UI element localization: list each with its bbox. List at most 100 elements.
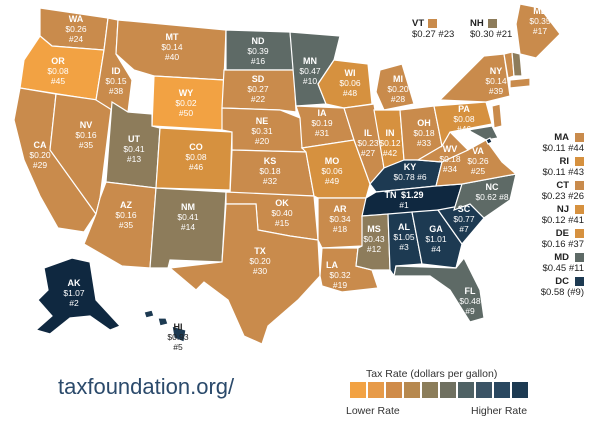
svg-text:AZ$0.16#35: AZ $0.16 #35 bbox=[115, 200, 137, 230]
callout-ct-text: $0.23 #26 bbox=[541, 191, 584, 202]
svg-text:TN $1.29#1: TN $1.29 #1 bbox=[385, 185, 424, 210]
label-wa: WA $0.26 #24 bbox=[65, 14, 87, 44]
state-wv bbox=[416, 131, 470, 163]
state-ar bbox=[317, 197, 367, 249]
svg-text:OH$0.18#33: OH $0.18 #33 bbox=[413, 118, 435, 148]
label-wi: WI $0.06 #48 bbox=[339, 68, 361, 98]
source-link[interactable]: taxfoundation.org/ bbox=[58, 374, 235, 399]
legend-swatch bbox=[386, 382, 402, 398]
svg-text:VA$0.26#25: VA $0.26 #25 bbox=[467, 146, 489, 176]
svg-text:PA$0.08#46: PA $0.08 #46 bbox=[453, 104, 475, 134]
legend-swatch bbox=[368, 382, 384, 398]
label-nm: NM $0.41 #14 bbox=[177, 202, 199, 232]
label-sc: SC $0.77 #7 bbox=[453, 204, 475, 234]
svg-text:FL$0.48#9: FL $0.48 #9 bbox=[459, 286, 481, 316]
callout-ma: MA $0.11 #44 bbox=[542, 132, 584, 154]
label-oh: OH $0.18 #33 bbox=[413, 118, 435, 148]
state-md bbox=[466, 125, 499, 141]
svg-text:WI$0.06#48: WI $0.06 #48 bbox=[339, 68, 361, 98]
callout-nh-text: $0.30 #21 bbox=[470, 29, 513, 40]
label-id: ID $0.15 #38 bbox=[105, 66, 127, 96]
svg-text:ME$0.35#17: ME $0.35 #17 bbox=[529, 6, 551, 36]
label-mi: MI $0.20 #28 bbox=[387, 74, 409, 104]
svg-text:OR$0.08#45: OR $0.08 #45 bbox=[47, 56, 69, 86]
callout-vt-text: $0.27 #23 bbox=[412, 29, 455, 40]
svg-text:UT$0.41#13: UT $0.41 #13 bbox=[123, 134, 145, 164]
callout-nh-abbr: NH bbox=[470, 18, 484, 29]
svg-text:SC$0.77#7: SC $0.77 #7 bbox=[453, 204, 475, 234]
svg-text:ND$0.39#16: ND $0.39 #16 bbox=[247, 36, 269, 66]
state-fl bbox=[393, 256, 485, 323]
label-nc: NC $0.62 #8 bbox=[475, 182, 508, 202]
label-ar: AR $0.34 #18 bbox=[329, 204, 351, 234]
state-az bbox=[83, 181, 157, 269]
svg-text:IL$0.23#27: IL $0.23 #27 bbox=[357, 128, 379, 158]
state-ak bbox=[34, 257, 122, 335]
label-ne: NE $0.31 #20 bbox=[251, 116, 273, 146]
callout-md: MD $0.45 #11 bbox=[542, 252, 584, 274]
callout-vt: VT $0.27 #23 bbox=[412, 18, 454, 40]
svg-text:OK$0.40#15: OK $0.40 #15 bbox=[271, 198, 293, 228]
label-mo: MO $0.06 #49 bbox=[321, 156, 343, 186]
label-mn: MN $0.47 #10 bbox=[299, 56, 321, 86]
svg-text:KY$0.78 #6: KY $0.78 #6 bbox=[393, 162, 426, 182]
legend-swatch bbox=[512, 382, 528, 398]
svg-text:IA$0.19#31: IA $0.19 #31 bbox=[311, 108, 333, 138]
label-az: AZ $0.16 #35 bbox=[115, 200, 137, 230]
svg-text:NV$0.16#35: NV $0.16 #35 bbox=[75, 120, 97, 150]
svg-text:MN$0.47#10: MN $0.47 #10 bbox=[299, 56, 321, 86]
callout-ct-abbr: CT bbox=[556, 180, 569, 191]
label-ga: GA $1.01 #4 bbox=[425, 224, 447, 254]
svg-text:HI$0.93#5: HI $0.93 #5 bbox=[167, 322, 189, 352]
svg-text:MI$0.20#28: MI $0.20 #28 bbox=[387, 74, 409, 104]
state-ga bbox=[411, 209, 463, 269]
label-ny: NY $0.14 #39 bbox=[485, 66, 507, 96]
callout-de: DE $0.16 #37 bbox=[542, 228, 584, 250]
callout-de-text: $0.16 #37 bbox=[541, 239, 584, 250]
callout-nj-swatch bbox=[575, 204, 584, 214]
svg-text:AK$1.07#2: AK $1.07 #2 bbox=[63, 278, 85, 308]
label-va: VA $0.26 #25 bbox=[467, 146, 489, 176]
callout-ri-text: $0.11 #43 bbox=[542, 167, 584, 178]
label-ky: KY $0.78 #6 bbox=[393, 162, 426, 182]
svg-text:MS$0.43#12: MS $0.43 #12 bbox=[363, 224, 385, 254]
legend-swatch bbox=[440, 382, 456, 398]
svg-text:IN$0.12#42: IN $0.12 #42 bbox=[379, 128, 401, 158]
label-wv: WV $0.18 #34 bbox=[439, 144, 461, 174]
state-nh bbox=[511, 51, 523, 77]
label-me: ME $0.35 #17 bbox=[529, 6, 551, 36]
svg-text:SD$0.27#22: SD $0.27 #22 bbox=[247, 74, 269, 104]
callout-md-abbr: MD bbox=[554, 252, 569, 263]
svg-text:AL$1.05#3: AL $1.05 #3 bbox=[393, 222, 415, 252]
state-nj bbox=[491, 103, 503, 129]
state-ma bbox=[509, 77, 531, 89]
svg-text:WA$0.26#24: WA $0.26 #24 bbox=[65, 14, 87, 44]
callout-vt-swatch bbox=[428, 18, 438, 28]
legend-swatch bbox=[350, 382, 366, 398]
label-or: OR $0.08 #45 bbox=[47, 56, 69, 86]
callout-ri: RI $0.11 #43 bbox=[542, 156, 584, 178]
svg-text:MT$0.14#40: MT $0.14 #40 bbox=[161, 32, 183, 62]
callout-nh-swatch bbox=[487, 18, 497, 28]
state-sd bbox=[221, 69, 297, 113]
legend-low-label: Lower Rate bbox=[346, 405, 400, 417]
callout-nj-text: $0.12 #41 bbox=[541, 215, 584, 226]
callout-de-swatch bbox=[575, 228, 584, 238]
label-ca: CA $0.20 #29 bbox=[29, 140, 51, 170]
label-in: IN $0.12 #42 bbox=[379, 128, 401, 158]
callout-md-text: $0.45 #11 bbox=[542, 263, 584, 274]
callout-dc: DC $0.58 (#9) bbox=[541, 276, 584, 298]
label-nv: NV $0.16 #35 bbox=[75, 120, 97, 150]
legend-swatch bbox=[458, 382, 474, 398]
svg-text:GA$1.01#4: GA $1.01 #4 bbox=[425, 224, 447, 254]
label-nd: ND $0.39 #16 bbox=[247, 36, 269, 66]
label-tx: TX $0.20 #30 bbox=[249, 246, 271, 276]
label-pa: PA $0.08 #46 bbox=[453, 104, 475, 134]
label-ia: IA $0.19 #31 bbox=[311, 108, 333, 138]
svg-text:LA$0.32#19: LA $0.32 #19 bbox=[326, 260, 351, 290]
label-co: CO $0.08 #46 bbox=[185, 142, 207, 172]
svg-text:WY$0.02#50: WY $0.02 #50 bbox=[175, 88, 197, 118]
callout-de-abbr: DE bbox=[555, 228, 569, 239]
svg-text:MO$0.06#49: MO $0.06 #49 bbox=[321, 156, 343, 186]
